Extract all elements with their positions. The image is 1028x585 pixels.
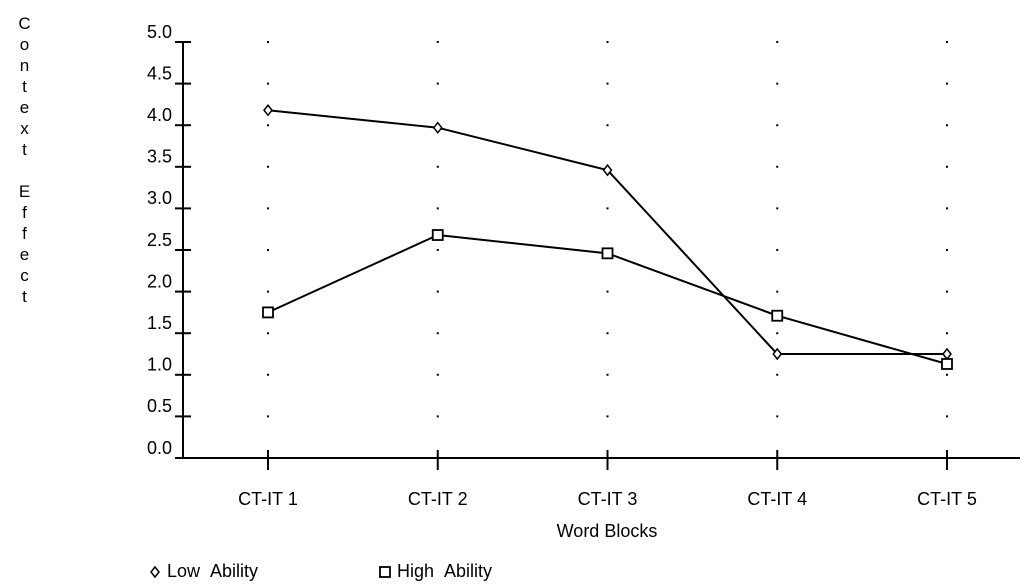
data-point — [941, 358, 953, 370]
data-point — [432, 121, 443, 134]
y-tick-label: 0.0 — [147, 438, 172, 458]
x-tick-label: CT-IT 4 — [747, 489, 807, 509]
series-line — [267, 109, 947, 355]
data-point — [262, 306, 274, 319]
y-tick-label: 3.5 — [147, 147, 172, 167]
y-tick-label: 3.0 — [147, 188, 172, 208]
y-tick-label: 5.0 — [147, 22, 172, 42]
legend-marker — [379, 566, 391, 578]
y-tick-label: 4.5 — [147, 63, 172, 83]
y-tick-label: 0.5 — [147, 396, 172, 416]
data-point — [431, 229, 444, 241]
y-tick-label: 4.0 — [147, 105, 172, 125]
x-tick-label: CT-IT 3 — [578, 489, 638, 509]
x-tick-label: CT-IT 5 — [917, 489, 977, 509]
data-point — [601, 247, 614, 260]
legend-label: Low Ability — [167, 561, 258, 581]
data-point — [771, 309, 784, 322]
y-tick-label: 1.5 — [147, 313, 172, 333]
data-point — [263, 104, 273, 117]
y-axis-title: Context Effect — [15, 14, 34, 308]
x-tick-label: CT-IT 2 — [408, 489, 468, 509]
data-point — [602, 163, 613, 177]
x-tick-label: CT-IT 1 — [238, 489, 298, 509]
legend-label: High Ability — [397, 561, 492, 581]
data-point — [942, 347, 952, 361]
legend-marker — [150, 565, 160, 579]
data-point — [772, 347, 783, 361]
y-tick-label: 1.0 — [147, 355, 172, 375]
y-tick-label: 2.5 — [147, 230, 172, 250]
x-axis-title: Word Blocks — [557, 521, 658, 541]
y-tick-label: 2.0 — [147, 271, 172, 291]
